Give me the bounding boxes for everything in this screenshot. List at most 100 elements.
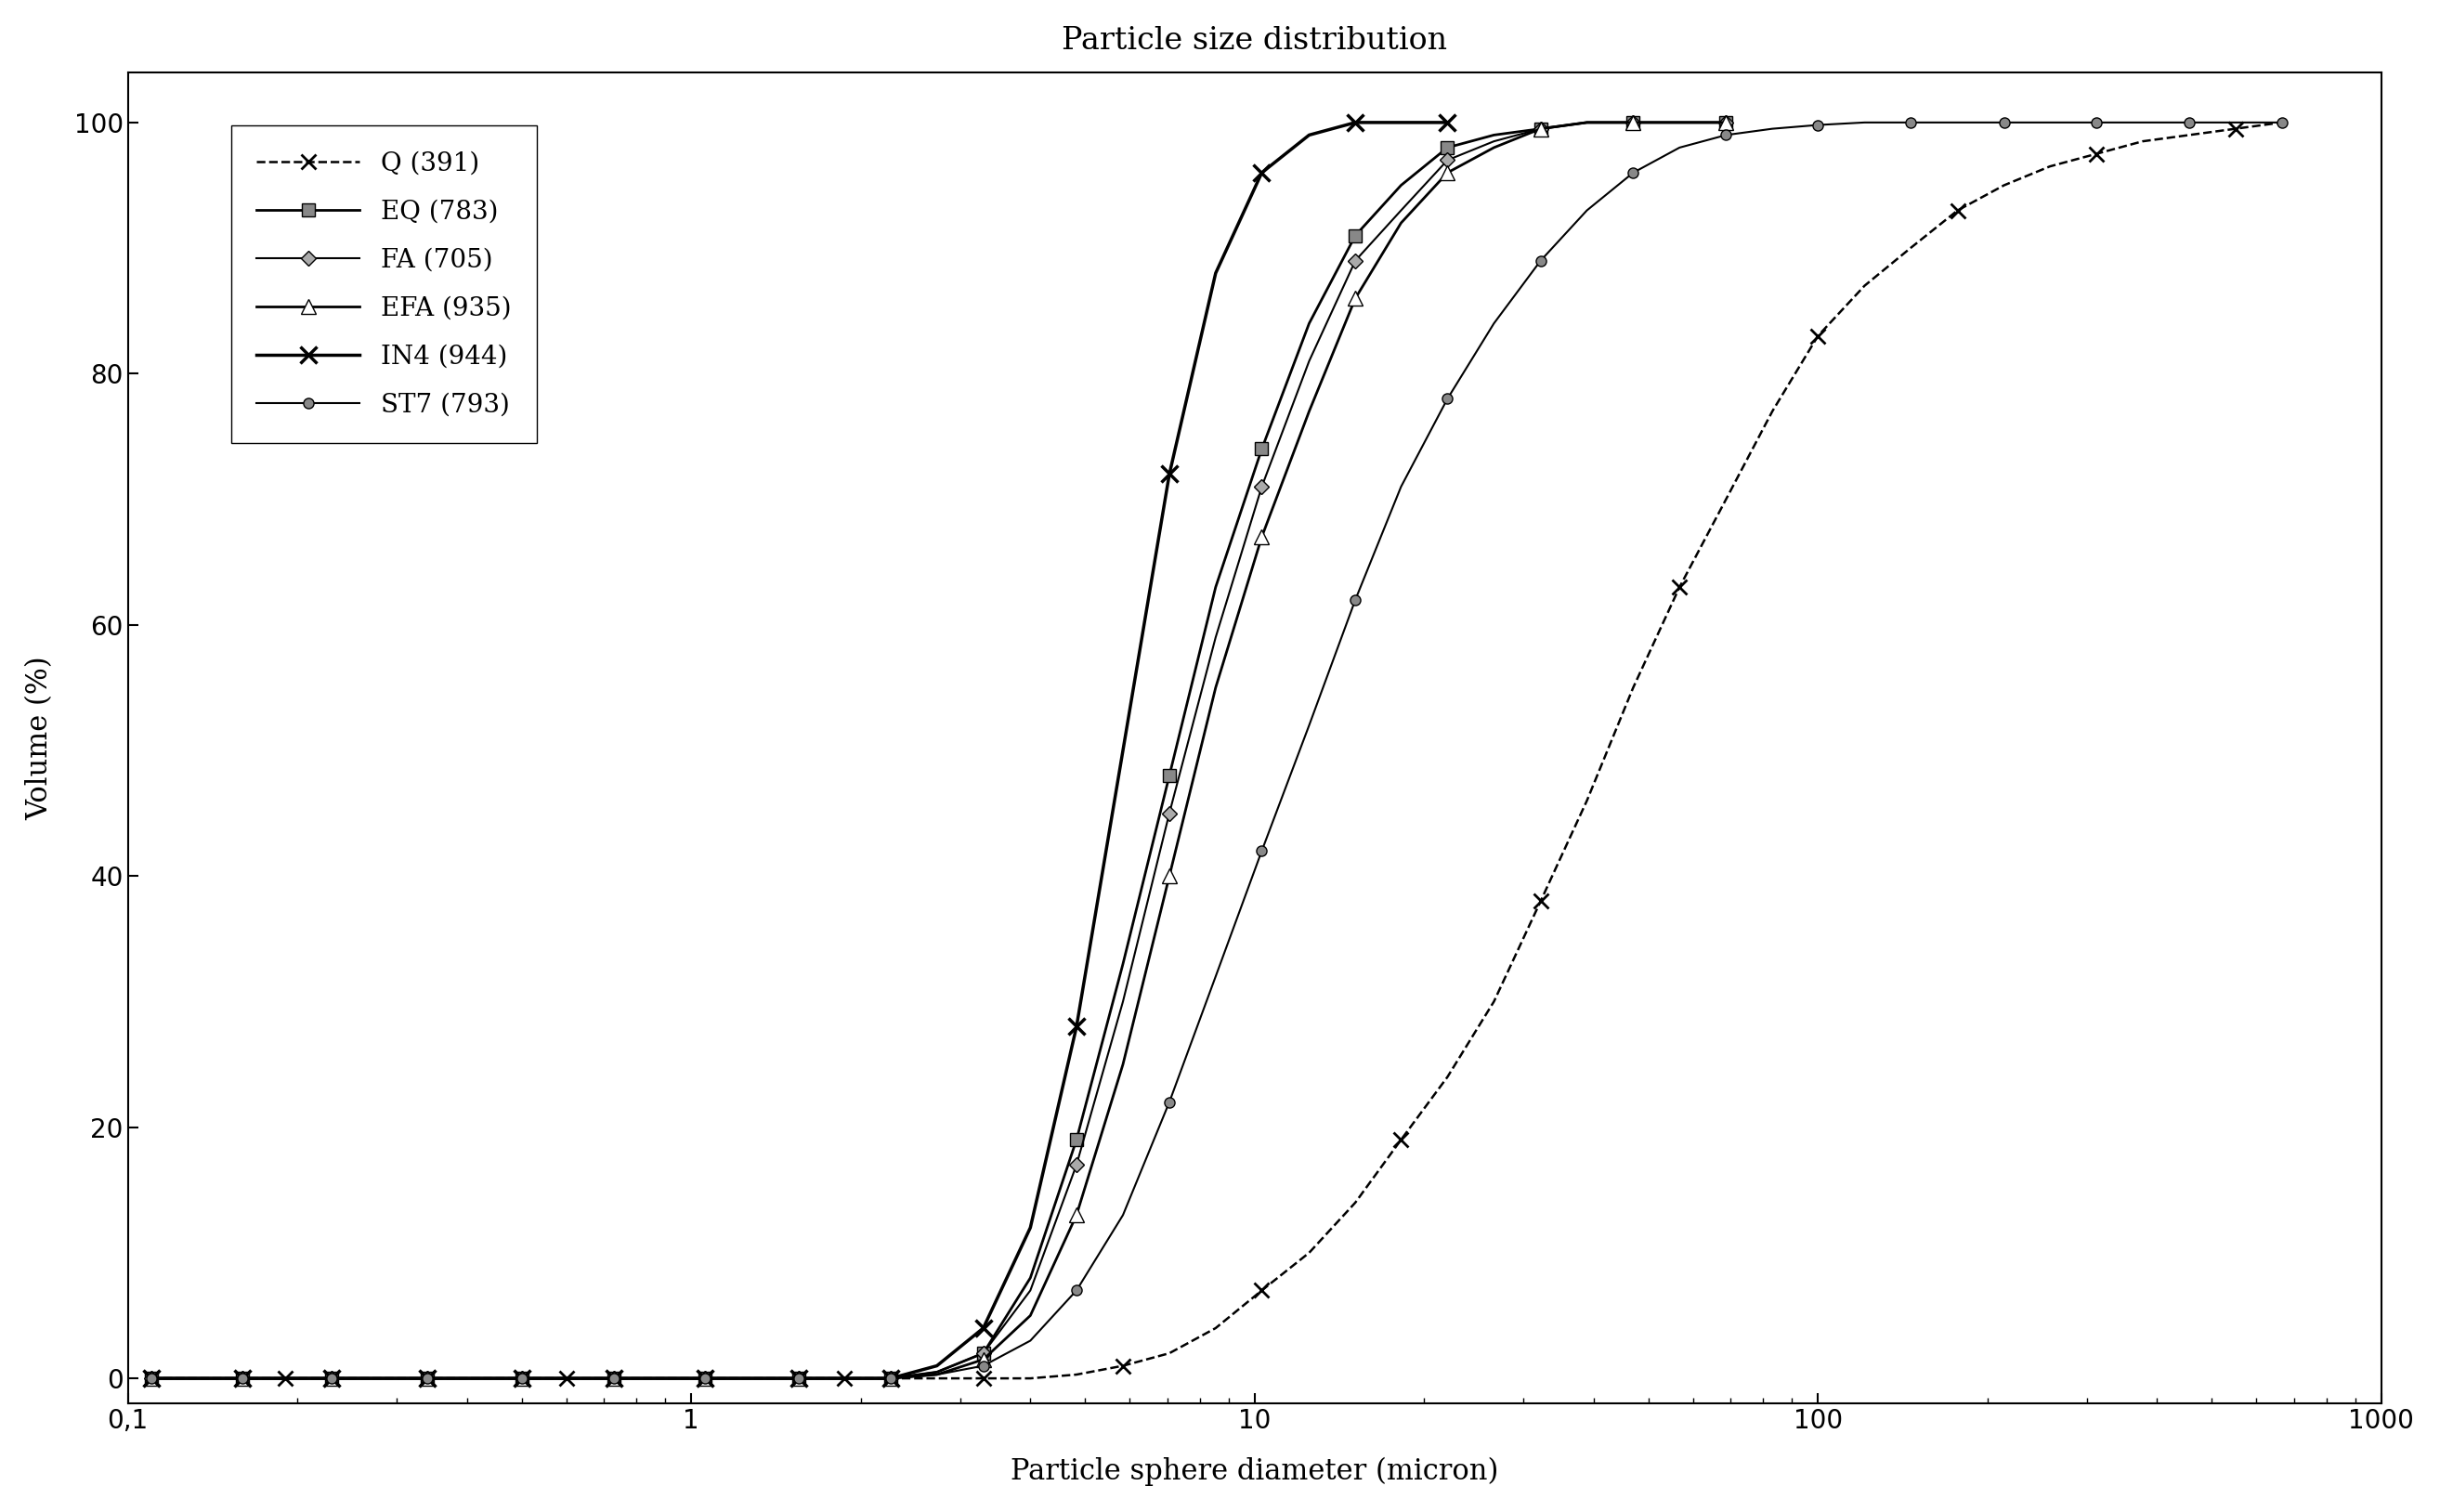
ST7 (793) (1571, 201, 1601, 219)
ST7 (793) (2081, 113, 2111, 132)
IN4 (944) (1200, 265, 1230, 283)
EQ (783) (366, 1370, 395, 1388)
Q (391) (876, 1370, 905, 1388)
Q (391) (2035, 157, 2064, 175)
Line: Q (391): Q (391) (144, 115, 2289, 1387)
EQ (783) (1247, 440, 1276, 458)
FA (705) (922, 1362, 952, 1380)
EQ (783) (229, 1370, 259, 1388)
Q (391) (137, 1370, 166, 1388)
Q (391) (1618, 679, 1647, 697)
EQ (783) (1479, 125, 1508, 144)
Title: Particle size distribution: Particle size distribution (1061, 26, 1447, 56)
ST7 (793) (1757, 119, 1786, 138)
Q (391) (271, 1370, 300, 1388)
FA (705) (1154, 804, 1183, 823)
Q (391) (366, 1370, 395, 1388)
FA (705) (1525, 119, 1554, 138)
FA (705) (317, 1370, 346, 1388)
EFA (935) (1479, 139, 1508, 157)
Q (391) (508, 1370, 537, 1388)
IN4 (944) (600, 1370, 630, 1388)
ST7 (793) (644, 1370, 673, 1388)
EQ (783) (1296, 314, 1325, 333)
EQ (783) (1061, 1131, 1091, 1149)
IN4 (944) (1154, 466, 1183, 484)
EQ (783) (969, 1344, 998, 1362)
FA (705) (1296, 352, 1325, 370)
Line: FA (705): FA (705) (146, 118, 1732, 1383)
Q (391) (2081, 145, 2111, 163)
EFA (935) (830, 1370, 859, 1388)
Q (391) (691, 1370, 720, 1388)
Q (391) (1525, 892, 1554, 910)
ST7 (793) (2174, 113, 2203, 132)
IN4 (944) (229, 1370, 259, 1388)
Q (391) (1803, 327, 1832, 345)
Q (391) (2220, 119, 2250, 138)
ST7 (793) (2267, 113, 2296, 132)
ST7 (793) (1479, 314, 1508, 333)
ST7 (793) (737, 1370, 766, 1388)
FA (705) (737, 1370, 766, 1388)
Q (391) (1942, 201, 1972, 219)
IN4 (944) (551, 1370, 581, 1388)
ST7 (793) (366, 1370, 395, 1388)
IN4 (944) (412, 1370, 442, 1388)
Q (391) (1296, 1244, 1325, 1263)
EQ (783) (1525, 119, 1554, 138)
FA (705) (830, 1370, 859, 1388)
FA (705) (412, 1370, 442, 1388)
Q (391) (412, 1370, 442, 1388)
Q (391) (1710, 490, 1740, 508)
EFA (935) (1247, 528, 1276, 546)
EQ (783) (459, 1370, 488, 1388)
Q (391) (317, 1370, 346, 1388)
EFA (935) (1525, 119, 1554, 138)
FA (705) (1247, 478, 1276, 496)
IN4 (944) (1296, 125, 1325, 144)
ST7 (793) (1710, 125, 1740, 144)
Q (391) (1015, 1370, 1044, 1388)
FA (705) (969, 1344, 998, 1362)
EQ (783) (830, 1370, 859, 1388)
IN4 (944) (1386, 113, 1415, 132)
ST7 (793) (1386, 478, 1415, 496)
Y-axis label: Volume (%): Volume (%) (27, 656, 54, 820)
IN4 (944) (644, 1370, 673, 1388)
ST7 (793) (317, 1370, 346, 1388)
EFA (935) (1154, 866, 1183, 885)
FA (705) (366, 1370, 395, 1388)
Q (391) (1386, 1131, 1415, 1149)
ST7 (793) (1108, 1207, 1137, 1225)
Q (391) (1757, 402, 1786, 420)
ST7 (793) (1154, 1093, 1183, 1111)
EFA (935) (922, 1365, 952, 1383)
EFA (935) (1340, 289, 1369, 307)
IN4 (944) (366, 1370, 395, 1388)
ST7 (793) (412, 1370, 442, 1388)
Q (391) (2174, 125, 2203, 144)
ST7 (793) (1803, 116, 1832, 135)
Q (391) (783, 1370, 813, 1388)
IN4 (944) (691, 1370, 720, 1388)
Q (391) (737, 1370, 766, 1388)
EFA (935) (644, 1370, 673, 1388)
EQ (783) (508, 1370, 537, 1388)
EQ (783) (1432, 139, 1462, 157)
Q (391) (644, 1370, 673, 1388)
ST7 (793) (969, 1356, 998, 1374)
EFA (935) (1618, 113, 1647, 132)
IN4 (944) (969, 1318, 998, 1337)
FA (705) (1386, 201, 1415, 219)
Q (391) (1108, 1356, 1137, 1374)
EFA (935) (137, 1370, 166, 1388)
EQ (783) (178, 1370, 207, 1388)
EQ (783) (1108, 956, 1137, 974)
EFA (935) (317, 1370, 346, 1388)
EFA (935) (969, 1350, 998, 1368)
EFA (935) (1386, 213, 1415, 231)
EQ (783) (1340, 227, 1369, 245)
FA (705) (229, 1370, 259, 1388)
Q (391) (922, 1370, 952, 1388)
